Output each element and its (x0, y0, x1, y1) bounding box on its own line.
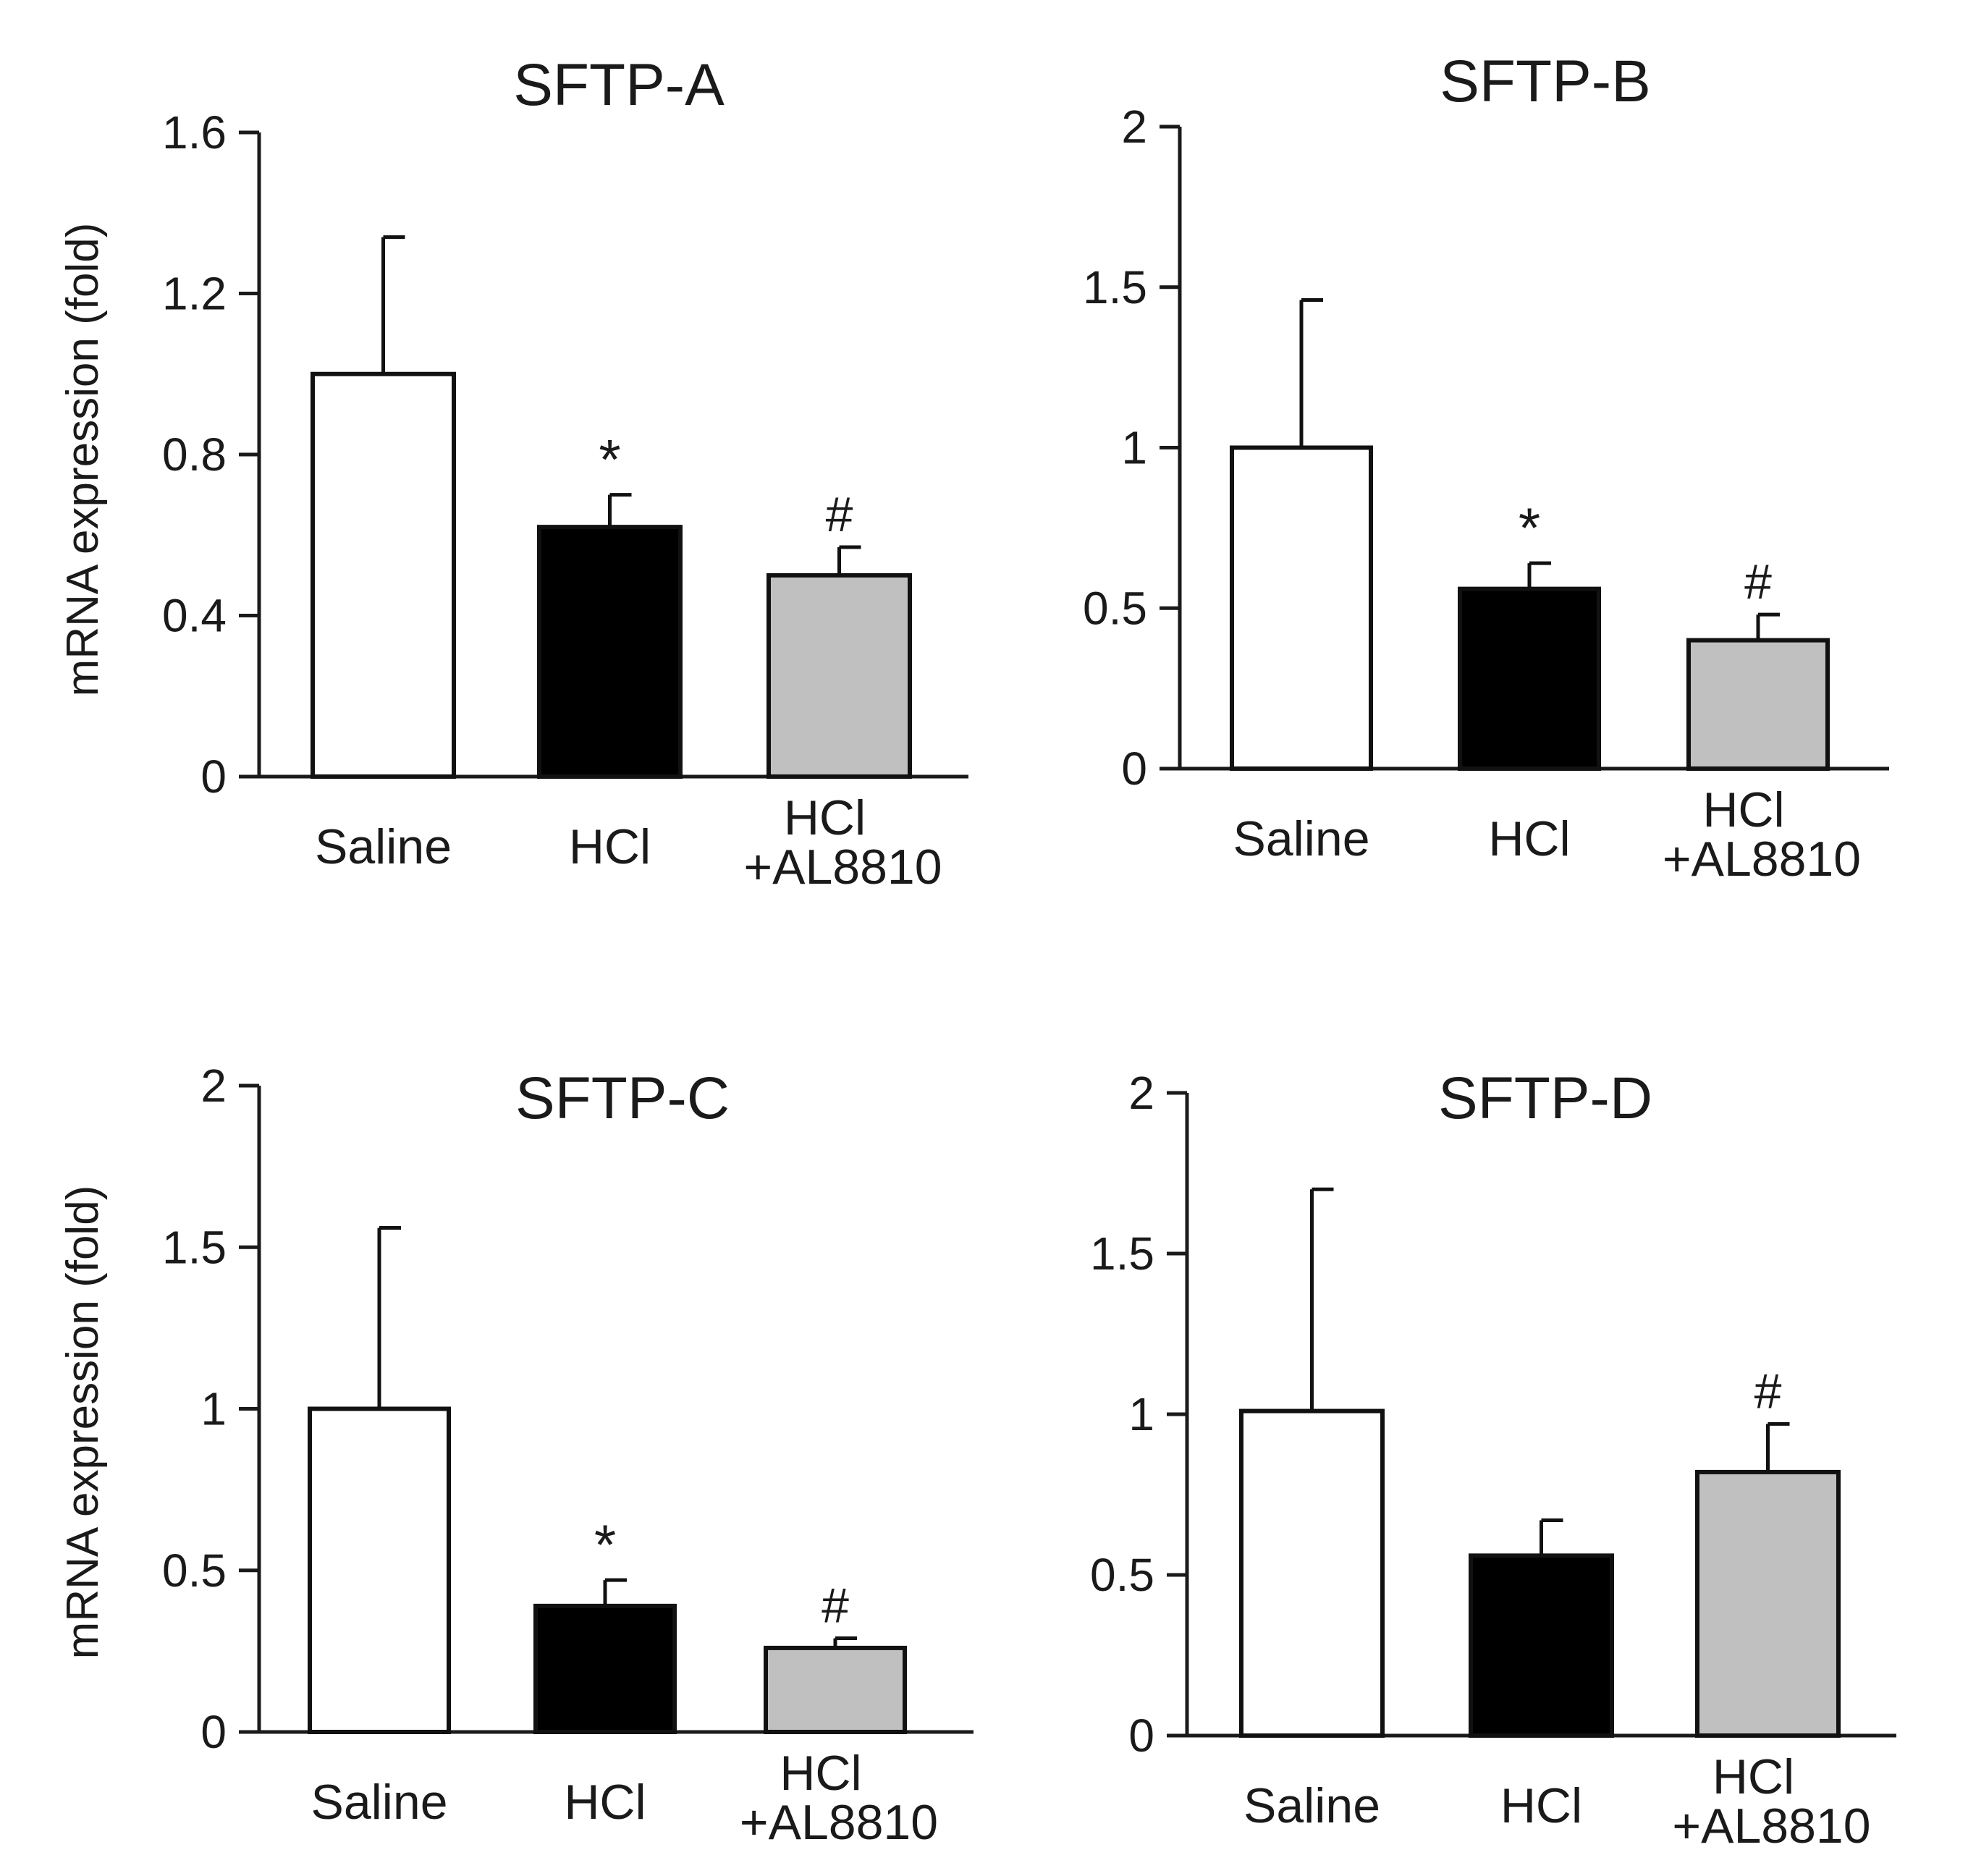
y-tick-label: 1.5 (1083, 261, 1147, 313)
y-tick-label: 0 (1121, 743, 1147, 795)
x-tick-label-line: HCl (780, 1746, 861, 1801)
x-tick-label: Saline (315, 819, 452, 874)
bar (1695, 1469, 1841, 1738)
x-tick-label: HCl (1488, 811, 1570, 866)
y-tick-label: 1 (200, 1383, 227, 1435)
x-tick-label: HCl (1500, 1778, 1582, 1833)
x-tick-label-line: HCl (1713, 1749, 1794, 1804)
x-tick-label: HCl (564, 1775, 646, 1830)
y-tick-label: 1.6 (162, 106, 227, 159)
x-tick-label: HCl +AL8810 (1663, 782, 1861, 887)
y-tick-label: 0.4 (162, 590, 227, 642)
y-tick-label: 0.5 (162, 1545, 227, 1597)
y-tick-label: 0.5 (1083, 582, 1147, 634)
bar (1239, 1408, 1385, 1738)
bar (533, 1603, 677, 1734)
significance-mark: # (1754, 1364, 1782, 1419)
bar (1686, 638, 1830, 771)
bar (311, 371, 456, 779)
y-tick-label: 1.5 (162, 1221, 227, 1273)
panel-title: SFTP-D (1438, 1065, 1652, 1131)
y-tick-label: 1 (1121, 422, 1147, 474)
x-tick-label-line: +AL8810 (1672, 1799, 1870, 1854)
bar (308, 1406, 451, 1734)
y-tick-label: 0 (1128, 1710, 1154, 1762)
x-tick-label: Saline (1233, 811, 1369, 866)
panel-sftp-a: SFTP-A mRNA expression (fold) 0 0.4 0.8 1.2… (58, 52, 968, 895)
bar (537, 525, 683, 779)
y-tick-label: 0 (200, 751, 227, 803)
panel-title: SFTP-A (513, 52, 725, 118)
y-tick-label: 1.5 (1090, 1228, 1154, 1280)
panel-title: SFTP-B (1440, 48, 1651, 114)
y-axis-label: mRNA expression (fold) (58, 1186, 108, 1660)
bar (1469, 1553, 1614, 1738)
significance-mark: * (599, 428, 620, 491)
y-tick-label: 2 (200, 1060, 227, 1112)
significance-mark: # (826, 487, 853, 542)
x-tick-label: Saline (1243, 1778, 1380, 1833)
x-tick-label: HCl +AL8810 (743, 790, 942, 895)
y-tick-label: 2 (1121, 101, 1147, 153)
y-tick-label: 1 (1128, 1388, 1154, 1440)
x-tick-label-line: +AL8810 (743, 840, 942, 895)
x-tick-label-line: +AL8810 (740, 1795, 938, 1850)
significance-mark: # (1744, 554, 1772, 609)
y-axis-label: mRNA expression (fold) (58, 223, 108, 697)
bar (764, 1645, 907, 1734)
significance-mark: # (822, 1579, 849, 1634)
y-tick-label: 1.2 (162, 268, 227, 320)
y-tick-label: 2 (1128, 1067, 1154, 1119)
panel-sftp-c: SFTP-C mRNA expression (fold) 0 0.5 1 1.5 2 S… (58, 1060, 974, 1850)
x-tick-label-line: HCl (1702, 782, 1784, 837)
y-tick-label: 0.8 (162, 428, 227, 481)
y-tick-label: 0.5 (1090, 1549, 1154, 1601)
significance-mark: * (594, 1513, 616, 1576)
panel-title: SFTP-C (515, 1065, 730, 1131)
x-tick-label: HCl +AL8810 (1672, 1749, 1870, 1854)
bar (1458, 586, 1601, 772)
x-tick-label: HCl (569, 819, 651, 874)
y-tick-label: 0 (200, 1706, 227, 1758)
bar (1230, 445, 1373, 771)
x-tick-label: Saline (311, 1775, 447, 1830)
x-tick-label: HCl +AL8810 (740, 1746, 938, 1850)
bar (766, 572, 912, 779)
x-tick-label-line: +AL8810 (1663, 832, 1861, 887)
x-tick-label-line: HCl (784, 790, 866, 845)
significance-mark: * (1519, 496, 1540, 559)
